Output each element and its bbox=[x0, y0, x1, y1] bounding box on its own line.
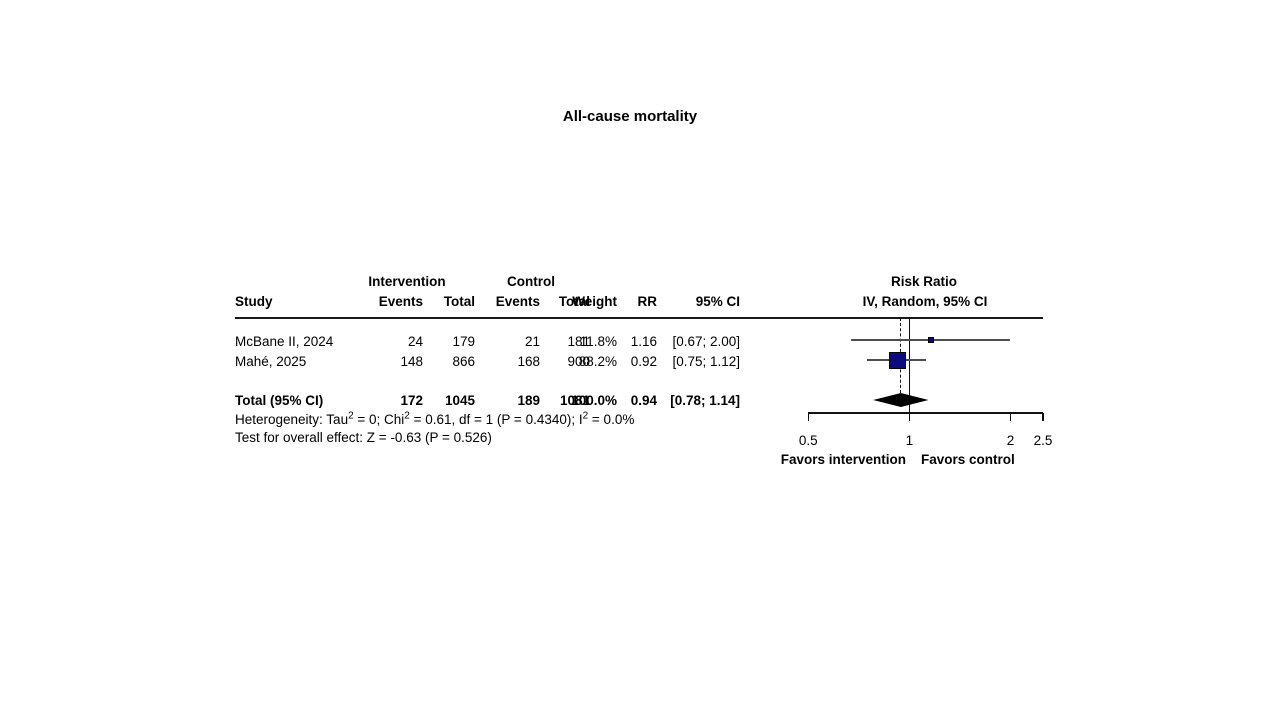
col-header-study: Study bbox=[235, 294, 273, 309]
x-axis-tick-label: 0.5 bbox=[798, 432, 818, 448]
favors-intervention-label: Favors intervention bbox=[780, 452, 906, 467]
total-control-value: 181 bbox=[567, 334, 590, 349]
total-events-intervention: 172 bbox=[400, 393, 423, 408]
total-total-control: 1081 bbox=[559, 393, 590, 408]
x-axis-tick-label: 1 bbox=[905, 432, 914, 448]
total-intervention-value: 866 bbox=[452, 354, 475, 369]
plot-title: All-cause mortality bbox=[562, 108, 698, 125]
x-axis-tick-label: 2 bbox=[1006, 432, 1015, 448]
events-control-value: 21 bbox=[524, 334, 540, 349]
x-axis-tick bbox=[1009, 413, 1012, 421]
col-header-rr: RR bbox=[637, 294, 658, 309]
group-header-intervention: Intervention bbox=[368, 274, 446, 289]
col-header-weight: Weight bbox=[572, 294, 617, 309]
study-name: Mahé, 2025 bbox=[235, 354, 307, 369]
reference-line bbox=[908, 318, 911, 413]
het-seg: = 0.61, df = 1 (P = 0.4340); I bbox=[409, 412, 583, 427]
het-sup: 2 bbox=[348, 410, 354, 422]
x-axis-tick bbox=[1042, 413, 1044, 421]
pooled-diamond bbox=[873, 393, 929, 407]
total-control-value: 900 bbox=[567, 354, 590, 369]
weight-value: 88.2% bbox=[578, 354, 617, 369]
study-name: McBane II, 2024 bbox=[235, 334, 334, 349]
group-header-control: Control bbox=[507, 274, 555, 289]
col-header-total-control: Total bbox=[558, 294, 590, 309]
het-seg: = 0.0% bbox=[588, 412, 635, 427]
events-intervention-value: 148 bbox=[400, 354, 423, 369]
total-intervention-value: 179 bbox=[452, 334, 475, 349]
col-header-events-control: Events bbox=[495, 294, 540, 309]
rr-value: 1.16 bbox=[630, 334, 657, 349]
x-axis-line bbox=[808, 412, 1043, 414]
x-axis-tick bbox=[807, 413, 810, 421]
col-header-events-intervention: Events bbox=[378, 294, 423, 309]
total-ci: [0.78; 1.14] bbox=[670, 393, 740, 408]
total-rr: 0.94 bbox=[630, 393, 657, 408]
events-intervention-value: 24 bbox=[407, 334, 423, 349]
het-sup: 2 bbox=[582, 410, 589, 422]
rr-value: 0.92 bbox=[630, 354, 657, 369]
x-axis-tick-label: 2.5 bbox=[1033, 432, 1053, 448]
het-sup: 2 bbox=[404, 410, 410, 422]
weight-value: 11.8% bbox=[579, 334, 617, 349]
het-seg: Heterogeneity: Tau bbox=[235, 412, 349, 427]
header-rule bbox=[235, 317, 1043, 319]
total-row-label: Total (95% CI) bbox=[235, 393, 324, 408]
col-header-ci: 95% CI bbox=[695, 294, 740, 309]
total-weight: 100.0% bbox=[571, 393, 617, 408]
ci-value: [0.75; 1.12] bbox=[672, 354, 740, 369]
x-axis-tick bbox=[908, 413, 911, 421]
study-point-square bbox=[928, 337, 935, 343]
ci-value: [0.67; 2.00] bbox=[672, 334, 740, 349]
favors-control-label: Favors control bbox=[921, 452, 1015, 467]
heterogeneity-text: Heterogeneity: Tau2 = 0; Chi2 = 0.61, df… bbox=[235, 411, 634, 428]
events-control-value: 168 bbox=[517, 354, 540, 369]
study-point-square bbox=[888, 351, 906, 369]
het-seg: = 0; Chi bbox=[353, 412, 405, 427]
total-total-intervention: 1045 bbox=[444, 393, 475, 408]
col-header-total-intervention: Total bbox=[443, 294, 475, 309]
overall-test-text: Test for overall effect: Z = -0.63 (P = … bbox=[235, 430, 492, 445]
plot-header-effect-measure: Risk Ratio bbox=[890, 274, 958, 289]
total-events-control: 189 bbox=[517, 393, 540, 408]
plot-header-model: IV, Random, 95% CI bbox=[862, 294, 988, 309]
